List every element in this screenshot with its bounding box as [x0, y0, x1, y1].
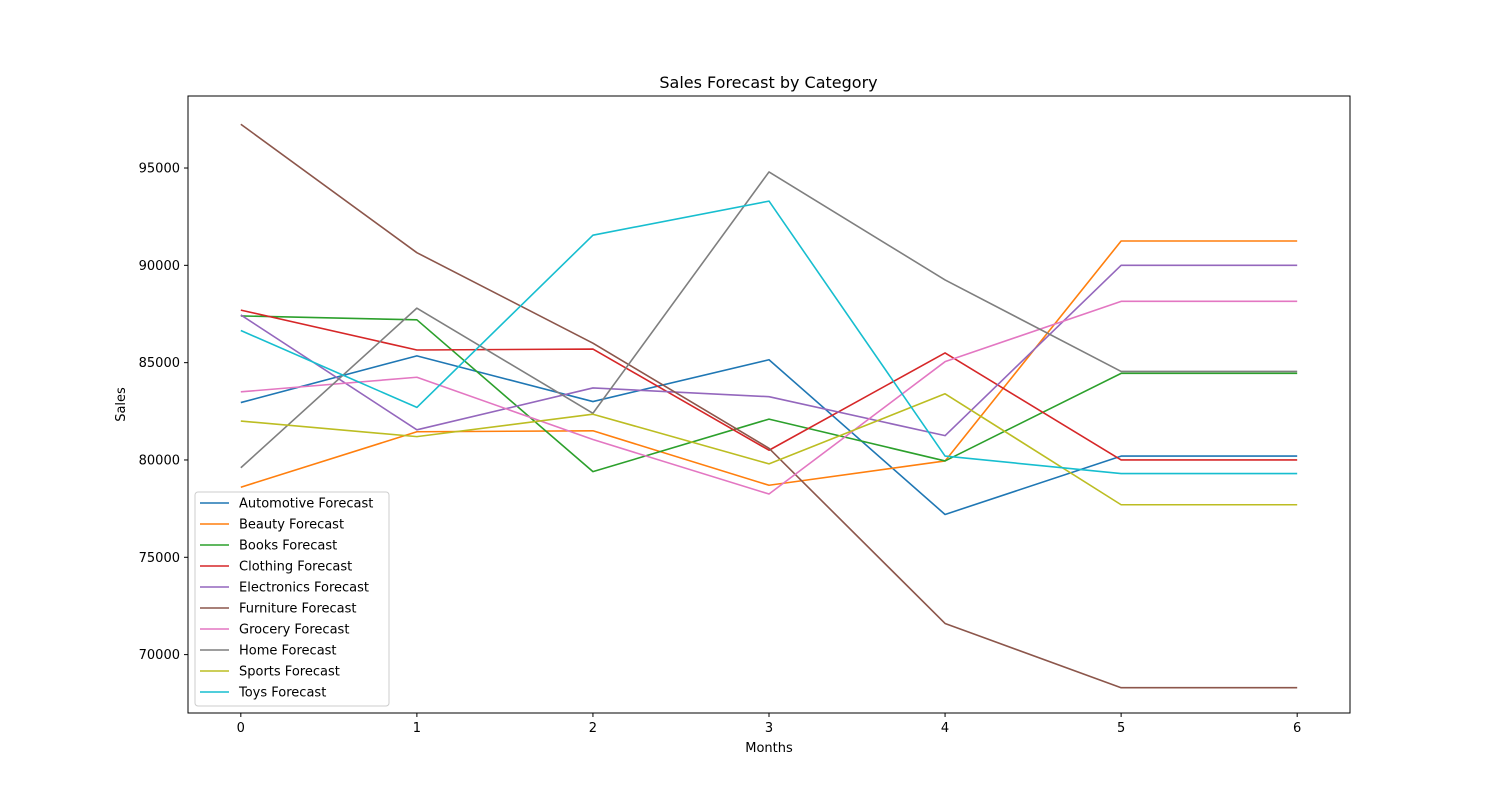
x-tick-label: 3 [765, 721, 773, 736]
legend-label: Books Forecast [239, 539, 337, 554]
y-tick-label: 90000 [139, 259, 180, 274]
legend-label: Beauty Forecast [239, 518, 344, 533]
x-axis: 0 1 2 3 4 5 6 [237, 713, 1301, 736]
series-line-toys-forecast [240, 200, 1298, 475]
x-tick-label: 6 [1293, 721, 1301, 736]
legend-label: Sports Forecast [239, 665, 340, 680]
legend-label: Electronics Forecast [239, 581, 369, 596]
y-axis: 70000 75000 80000 85000 90000 95000 [139, 162, 188, 663]
series-line-sports-forecast [240, 392, 1298, 506]
series-layer [240, 123, 1298, 689]
x-axis-title: Months [745, 741, 793, 756]
series-line-home-forecast [240, 171, 1298, 469]
x-tick-label: 2 [589, 721, 597, 736]
series-line-books-forecast [240, 315, 1298, 473]
series-line-automotive-forecast [240, 355, 1298, 516]
series-line-furniture-forecast [240, 123, 1298, 689]
legend-label: Automotive Forecast [239, 497, 373, 512]
series-line-beauty-forecast [240, 240, 1298, 488]
legend-label: Clothing Forecast [239, 560, 352, 575]
y-axis-title: Sales [114, 387, 129, 422]
y-tick-label: 85000 [139, 356, 180, 371]
series-line-electronics-forecast [240, 264, 1298, 437]
y-tick-label: 80000 [139, 453, 180, 468]
x-tick-label: 1 [413, 721, 421, 736]
y-tick-label: 70000 [139, 648, 180, 663]
chart-title: Sales Forecast by Category [659, 73, 877, 92]
x-tick-label: 4 [941, 721, 949, 736]
y-tick-label: 95000 [139, 162, 180, 177]
legend-box [194, 491, 390, 707]
x-tick-label: 0 [237, 721, 245, 736]
series-line-clothing-forecast [240, 309, 1298, 461]
legend-label: Toys Forecast [238, 686, 326, 701]
legend-label: Furniture Forecast [239, 602, 357, 617]
y-tick-label: 75000 [139, 551, 180, 566]
legend-label: Grocery Forecast [239, 623, 349, 638]
series-line-grocery-forecast [240, 300, 1298, 495]
legend-label: Home Forecast [239, 644, 337, 659]
x-tick-label: 5 [1117, 721, 1125, 736]
legend: Automotive Forecast Beauty Forecast Books … [194, 491, 390, 707]
